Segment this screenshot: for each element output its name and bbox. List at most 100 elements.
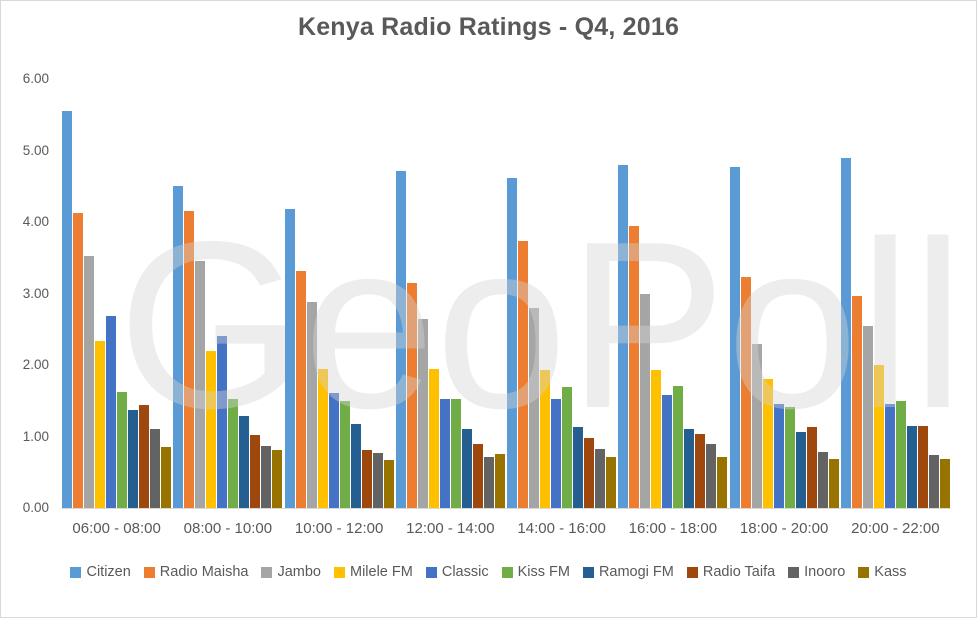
bar-radio-taifa [806, 427, 817, 508]
bar-classic [328, 392, 339, 508]
bar-radio-maisha [740, 277, 751, 508]
x-tick-label: 12:00 - 14:00 [406, 520, 495, 537]
bar-milele-fm [540, 370, 551, 508]
bar-milele-fm [206, 351, 217, 508]
bar-inooro [261, 445, 272, 508]
bar-group [284, 80, 395, 508]
bar-kass [494, 454, 505, 508]
legend-swatch-icon [143, 566, 155, 578]
legend-swatch-icon [425, 566, 437, 578]
legend-item-milele-fm: Milele FM [334, 564, 413, 580]
y-tick-label: 6.00 [22, 71, 49, 86]
bar-radio-taifa [917, 425, 928, 508]
bar-jambo [529, 307, 540, 508]
bar-group [172, 80, 283, 508]
bar-kiss-fm [450, 399, 461, 508]
bar-jambo [751, 343, 762, 508]
legend-swatch-icon [788, 566, 800, 578]
y-tick-label: 3.00 [22, 285, 49, 301]
bar-radio-maisha [295, 271, 306, 508]
bar-citizen [729, 166, 740, 508]
bar-jambo [417, 319, 428, 508]
legend-item-classic: Classic [425, 564, 489, 580]
bar-kass [272, 450, 283, 508]
plot-area [61, 80, 951, 509]
bar-classic [662, 395, 673, 508]
bar-jambo [84, 255, 95, 508]
legend-item-inooro: Inooro [788, 564, 845, 580]
bar-inooro [595, 449, 606, 508]
bar-group [617, 80, 728, 508]
legend-item-kiss-fm: Kiss FM [501, 564, 570, 580]
bar-citizen [507, 177, 518, 508]
legend-label: Milele FM [350, 564, 413, 580]
bar-ramogi-fm [906, 425, 917, 508]
legend-swatch-icon [261, 566, 273, 578]
x-tick-label: 06:00 - 08:00 [72, 520, 161, 537]
bar-citizen [618, 164, 629, 508]
bar-kiss-fm [228, 398, 239, 508]
bar-jambo [195, 261, 206, 508]
legend-label: Jambo [277, 564, 321, 580]
legend-swatch-icon [582, 566, 594, 578]
bar-ramogi-fm [795, 431, 806, 508]
x-tick-label: 10:00 - 12:00 [294, 520, 384, 537]
bar-inooro [928, 455, 939, 508]
x-tick-label: 16:00 - 18:00 [628, 520, 718, 537]
bar-jambo [862, 325, 873, 508]
x-tick-label: 08:00 - 10:00 [183, 520, 273, 537]
legend-label: Radio Maisha [159, 564, 249, 580]
legend-swatch-icon [334, 566, 345, 578]
bar-jambo [640, 293, 651, 508]
bar-radio-maisha [184, 211, 195, 508]
bar-inooro [483, 456, 494, 508]
bar-milele-fm [873, 365, 884, 508]
legend-item-kass: Kass [858, 564, 907, 580]
bar-kass [717, 457, 728, 508]
bar-kiss-fm [562, 387, 573, 508]
legend-item-citizen: Citizen [70, 564, 131, 580]
bar-classic [217, 335, 228, 508]
legend-swatch-icon [686, 566, 698, 578]
bar-jambo [306, 302, 317, 508]
bar-classic [551, 398, 562, 508]
y-tick-label: 1.00 [22, 428, 49, 444]
bar-citizen [395, 171, 406, 508]
bar-radio-taifa [695, 434, 706, 508]
bar-kass [828, 459, 839, 508]
bar-citizen [840, 157, 851, 508]
legend-label: Classic [441, 564, 489, 580]
bar-ramogi-fm [461, 429, 472, 508]
bar-ramogi-fm [684, 429, 695, 508]
legend-item-ramogi-fm: Ramogi FM [582, 564, 674, 580]
bar-milele-fm [428, 369, 439, 508]
bar-ramogi-fm [573, 427, 584, 508]
legend-item-radio-maisha: Radio Maisha [143, 564, 249, 580]
bar-radio-taifa [139, 405, 150, 508]
legend-item-radio-taifa: Radio Taifa [686, 564, 775, 580]
bar-milele-fm [762, 379, 773, 508]
bar-citizen [62, 111, 73, 508]
bar-kiss-fm [673, 385, 684, 508]
legend-label: Citizen [86, 564, 131, 580]
bar-kass [606, 457, 617, 508]
bar-radio-maisha [851, 295, 862, 508]
bar-inooro [150, 428, 161, 508]
bar-group [506, 80, 617, 508]
bar-citizen [284, 209, 295, 508]
chart-title: Kenya Radio Ratings - Q4, 2016 [297, 13, 680, 41]
bar-ramogi-fm [350, 423, 361, 508]
bar-kiss-fm [339, 401, 350, 508]
bar-milele-fm [651, 370, 662, 508]
bar-ramogi-fm [239, 416, 250, 508]
bar-radio-taifa [584, 437, 595, 508]
bar-classic [439, 399, 450, 508]
bar-radio-maisha [518, 241, 529, 508]
legend-label: Kass [874, 564, 907, 580]
bar-kiss-fm [784, 407, 795, 508]
y-tick-label: 5.00 [22, 142, 49, 158]
bar-kiss-fm [117, 392, 128, 508]
y-tick-label: 2.00 [22, 357, 49, 372]
bar-group [395, 80, 506, 508]
bar-radio-taifa [250, 435, 261, 508]
